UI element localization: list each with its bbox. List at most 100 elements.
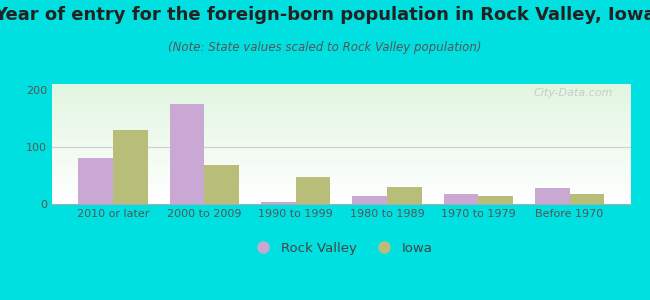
Bar (52, 137, 630, 138)
Bar (52, 138, 630, 139)
Bar (52, 201, 630, 202)
Bar (52, 175, 630, 176)
Bar (52, 183, 630, 184)
Bar (78, 158, 113, 204)
Bar (52, 106, 630, 107)
Bar (52, 161, 630, 162)
Bar (52, 93, 630, 94)
Bar (52, 174, 630, 175)
Bar (52, 171, 630, 172)
Bar (52, 198, 630, 199)
Bar (52, 173, 630, 174)
Bar (52, 130, 630, 131)
Bar (52, 167, 630, 168)
Bar (52, 96, 630, 97)
Bar (52, 119, 630, 120)
Bar (52, 85, 630, 86)
Bar (535, 188, 569, 204)
Bar (52, 184, 630, 185)
Bar (52, 128, 630, 129)
Bar (52, 88, 630, 89)
Bar (52, 117, 630, 118)
Bar (52, 105, 630, 106)
Bar (52, 108, 630, 109)
Bar (52, 164, 630, 165)
Bar (52, 101, 630, 102)
Bar (52, 95, 630, 96)
Bar (52, 127, 630, 128)
Bar (52, 170, 630, 171)
Bar (52, 142, 630, 143)
Bar (52, 193, 630, 194)
Bar (52, 152, 630, 153)
Bar (52, 200, 630, 201)
Bar (261, 202, 296, 204)
Bar (52, 103, 630, 104)
Bar (52, 113, 630, 114)
Bar (52, 144, 630, 145)
Bar (52, 91, 630, 92)
Bar (52, 109, 630, 110)
Bar (52, 197, 630, 198)
Bar (52, 146, 630, 147)
Bar (52, 140, 630, 141)
Bar (52, 149, 630, 150)
Bar (52, 94, 630, 95)
Bar (52, 158, 630, 159)
Bar (52, 89, 630, 90)
Bar (52, 121, 630, 122)
Bar (52, 112, 630, 113)
Bar (52, 202, 630, 203)
Bar (52, 129, 630, 130)
Text: (Note: State values scaled to Rock Valley population): (Note: State values scaled to Rock Valle… (168, 40, 482, 53)
Bar (52, 110, 630, 111)
Bar (52, 145, 630, 146)
Bar (52, 84, 630, 85)
Bar (52, 185, 630, 186)
Bar (52, 179, 630, 180)
Bar (52, 90, 630, 91)
Bar (52, 168, 630, 169)
Bar (52, 107, 630, 108)
Bar (52, 134, 630, 135)
Bar (52, 160, 630, 161)
Bar (52, 169, 630, 170)
Bar (52, 116, 630, 117)
Bar (52, 126, 630, 127)
Bar (52, 154, 630, 155)
Bar (52, 196, 630, 197)
Bar (52, 163, 630, 164)
Bar (52, 190, 630, 191)
Bar (52, 157, 630, 158)
Bar (52, 148, 630, 149)
Bar (52, 172, 630, 173)
Bar (204, 165, 239, 204)
Bar (170, 104, 204, 204)
Bar (478, 196, 513, 204)
Bar (52, 155, 630, 156)
Bar (52, 125, 630, 126)
Bar (52, 199, 630, 200)
Bar (52, 162, 630, 163)
Bar (52, 120, 630, 121)
Bar (52, 147, 630, 148)
Bar (387, 187, 422, 204)
Bar (52, 143, 630, 144)
Bar (52, 166, 630, 167)
Bar (296, 177, 330, 204)
Bar (52, 122, 630, 123)
Bar (52, 131, 630, 132)
Bar (52, 165, 630, 166)
Bar (52, 118, 630, 119)
Bar (52, 150, 630, 151)
Bar (52, 132, 630, 133)
Bar (52, 111, 630, 112)
Bar (569, 194, 604, 204)
Bar (352, 196, 387, 204)
Bar (52, 102, 630, 103)
Bar (52, 92, 630, 93)
Bar (52, 159, 630, 160)
Bar (443, 194, 478, 204)
Bar (113, 130, 148, 204)
Bar (52, 178, 630, 179)
